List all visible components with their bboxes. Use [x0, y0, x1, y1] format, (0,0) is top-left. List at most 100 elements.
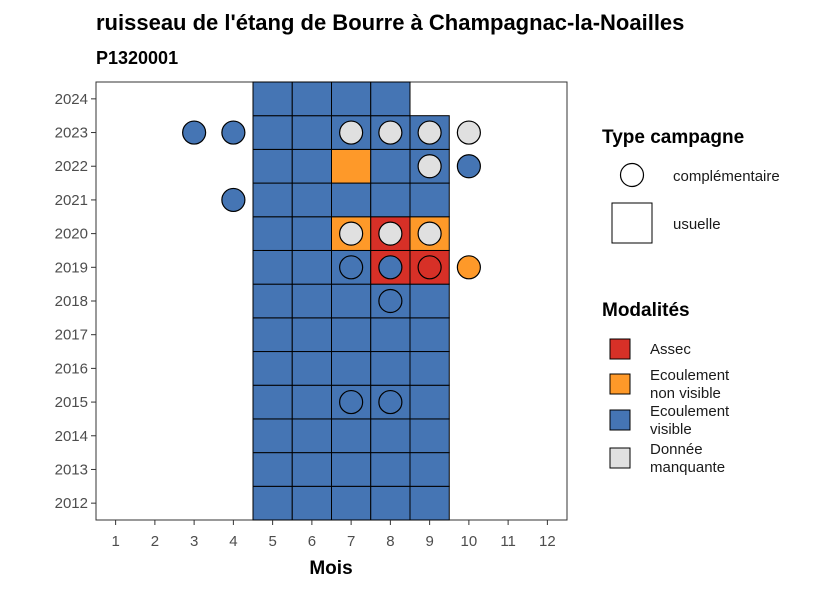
point-2023-3 — [182, 120, 207, 145]
legend-modalites-title: Modalités — [602, 300, 690, 321]
tile-2013-5 — [252, 452, 293, 487]
tile-2016-5 — [252, 351, 293, 386]
x-tick-label-6: 6 — [308, 533, 316, 550]
tile-2013-7 — [331, 452, 372, 487]
tile-2022-8 — [370, 148, 411, 184]
legend-label-modalite-3-0: Donnée — [650, 441, 703, 458]
x-tick-label-10: 10 — [461, 533, 478, 550]
y-tick-label-2022: 2022 — [55, 158, 88, 175]
tile-2012-8 — [370, 485, 411, 521]
legend-key-modalite-1 — [609, 373, 631, 395]
point-2020-9 — [417, 221, 442, 246]
tile-2018-7 — [331, 283, 372, 319]
tile-2020-5 — [252, 216, 293, 251]
point-2019-10 — [456, 255, 481, 280]
y-tick-label-2015: 2015 — [55, 394, 88, 411]
point-2015-7 — [339, 389, 364, 415]
tile-2018-9 — [409, 283, 450, 319]
tile-2013-6 — [291, 452, 332, 487]
tile-2021-5 — [252, 182, 293, 218]
y-tick-label-2024: 2024 — [55, 91, 88, 108]
tile-2022-5 — [252, 148, 293, 184]
tile-2016-8 — [370, 351, 411, 386]
point-2019-9 — [417, 255, 442, 280]
tile-2014-5 — [252, 418, 293, 454]
y-tick-label-2013: 2013 — [55, 461, 88, 478]
tile-2021-8 — [370, 182, 411, 218]
legend-label-usuelle: usuelle — [673, 216, 721, 233]
tile-2016-6 — [291, 351, 332, 386]
y-tick-label-2012: 2012 — [55, 495, 88, 512]
tile-2012-5 — [252, 485, 293, 521]
tile-2017-6 — [291, 317, 332, 353]
legend-type-title: Type campagne — [602, 127, 744, 148]
x-axis-title: Mois — [309, 558, 352, 579]
y-tick-label-2021: 2021 — [55, 192, 88, 209]
tile-2016-9 — [409, 351, 450, 386]
tile-2019-6 — [291, 249, 332, 285]
tile-2014-9 — [409, 418, 450, 454]
tile-2013-9 — [409, 452, 450, 487]
legend-label-modalite-1-1: non visible — [650, 385, 721, 402]
tile-2015-6 — [291, 384, 332, 420]
complementaire-points — [182, 120, 481, 415]
x-tick-label-5: 5 — [268, 533, 276, 550]
legend-label-modalite-0-0: Assec — [650, 341, 691, 358]
point-2023-8 — [378, 120, 403, 145]
legend-key-usuelle — [611, 202, 653, 244]
point-2023-4 — [221, 120, 246, 145]
y-tick-label-2023: 2023 — [55, 125, 88, 142]
chart-title: ruisseau de l'étang de Bourre à Champagn… — [96, 10, 684, 35]
x-tick-label-8: 8 — [386, 533, 394, 550]
x-tick-label-2: 2 — [151, 533, 159, 550]
point-2023-9 — [417, 120, 442, 145]
legend-key-modalite-0 — [609, 338, 631, 360]
point-2015-8 — [378, 389, 403, 415]
point-2018-8 — [378, 288, 403, 314]
tile-2018-5 — [252, 283, 293, 319]
chart-subtitle: P1320001 — [96, 48, 178, 68]
usuelle-tiles — [252, 81, 450, 521]
point-2023-10 — [456, 120, 481, 145]
point-2019-8 — [378, 255, 403, 280]
point-2021-4 — [221, 187, 246, 213]
x-tick-label-11: 11 — [500, 533, 516, 550]
point-2020-8 — [378, 221, 403, 246]
tile-2018-6 — [291, 283, 332, 319]
legend-label-modalite-2-0: Ecoulement — [650, 403, 730, 420]
x-tick-label-7: 7 — [347, 533, 355, 550]
legend-key-complementaire — [619, 162, 645, 188]
point-2022-9 — [417, 154, 442, 179]
tile-2024-5 — [252, 81, 293, 117]
y-axis: 2012 2013 2014 2015 2016 2017 2018 2019 2020 2021… — [55, 91, 96, 512]
tile-2015-9 — [409, 384, 450, 420]
tile-2024-7 — [331, 81, 372, 117]
tile-2023-6 — [291, 115, 332, 150]
legend-label-modalite-1-0: Ecoulement — [650, 367, 730, 384]
legend-label-modalite-3-1: manquante — [650, 459, 725, 476]
point-2023-7 — [339, 120, 364, 145]
tile-2014-8 — [370, 418, 411, 454]
tile-2017-5 — [252, 317, 293, 353]
tile-2017-7 — [331, 317, 372, 353]
tile-2023-5 — [252, 115, 293, 150]
y-tick-label-2016: 2016 — [55, 360, 88, 377]
tile-2021-9 — [409, 182, 450, 218]
x-tick-label-3: 3 — [190, 533, 198, 550]
tile-2020-6 — [291, 216, 332, 251]
legend-key-modalite-2 — [609, 409, 631, 431]
x-tick-label-12: 12 — [539, 533, 556, 550]
legend: Type campagne complémentaire usuelle Modali… — [602, 127, 780, 476]
y-tick-label-2014: 2014 — [55, 428, 88, 445]
point-2020-7 — [339, 221, 364, 246]
x-tick-label-4: 4 — [229, 533, 237, 550]
tile-2017-8 — [370, 317, 411, 353]
tile-2012-9 — [409, 485, 450, 521]
tile-2012-7 — [331, 485, 372, 521]
legend-label-complementaire: complémentaire — [673, 168, 780, 185]
tile-2022-6 — [291, 148, 332, 184]
tile-2015-5 — [252, 384, 293, 420]
tile-2021-6 — [291, 182, 332, 218]
tile-2024-8 — [370, 81, 411, 117]
